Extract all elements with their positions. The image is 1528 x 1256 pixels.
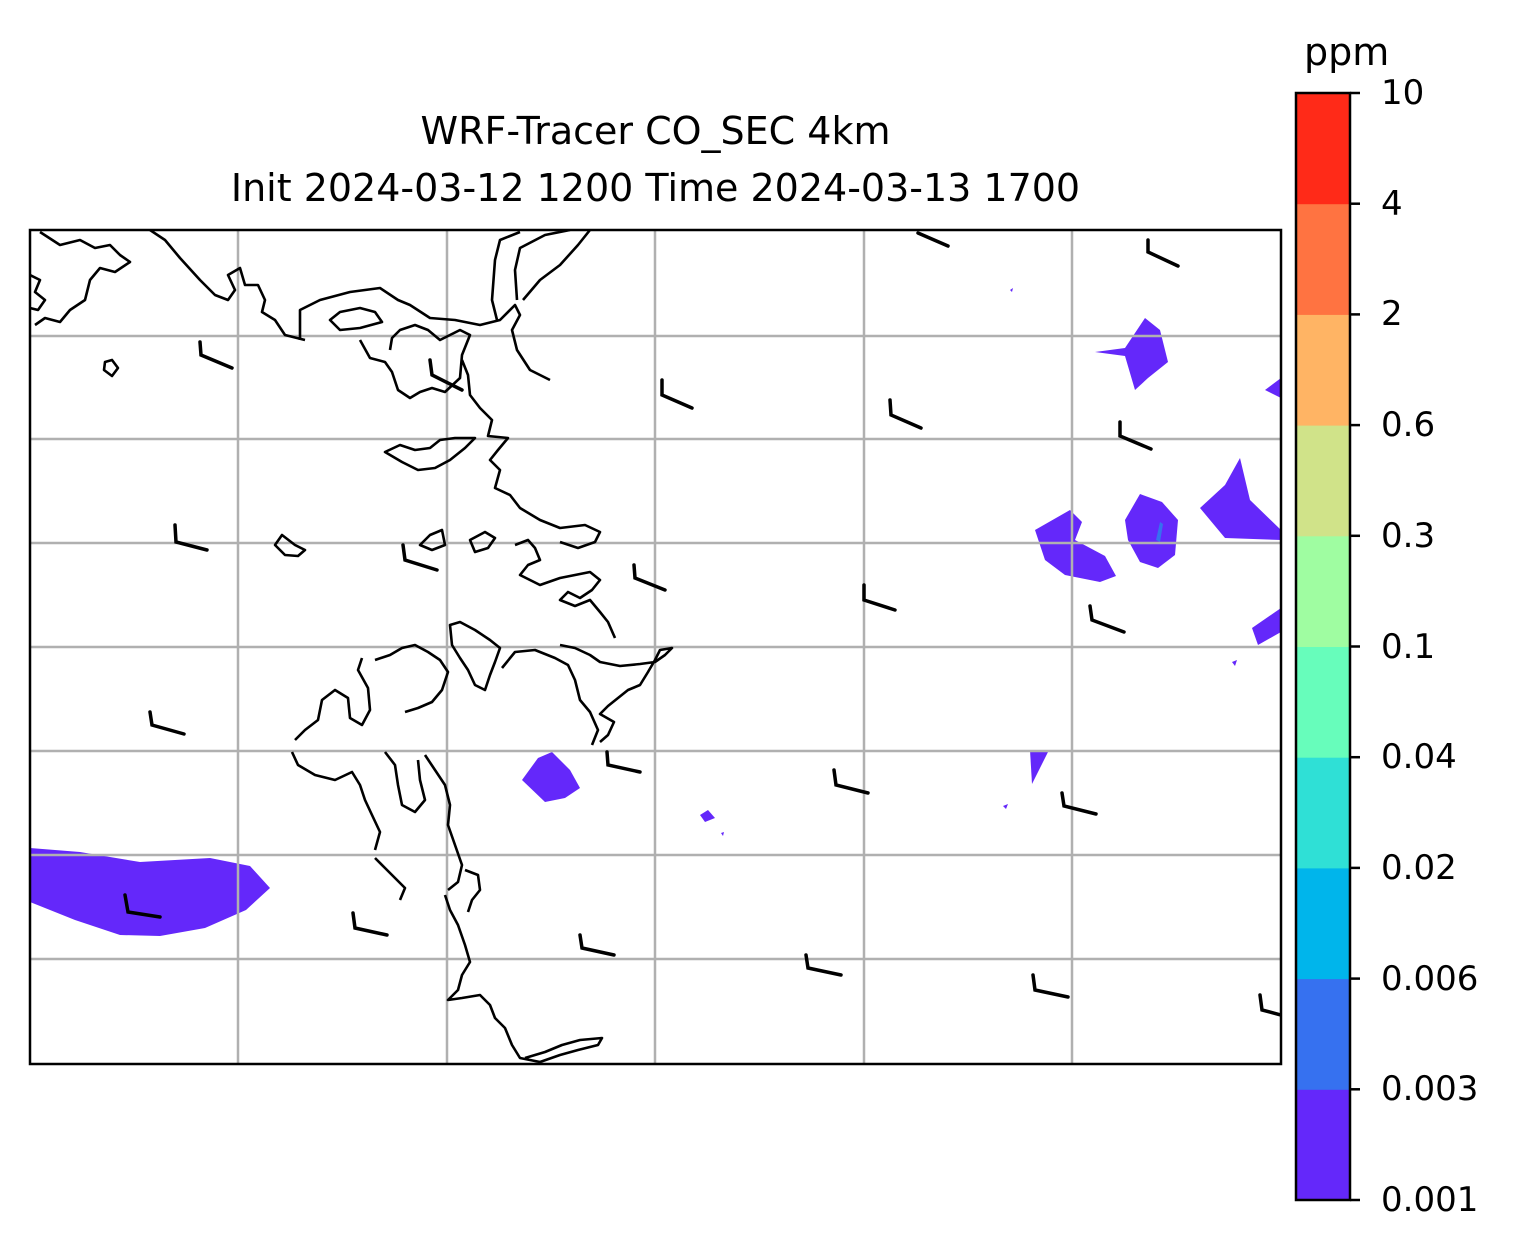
colorbar-bin — [1296, 203, 1350, 315]
colorbar — [1294, 91, 1360, 1202]
coastline-lower-east — [423, 754, 464, 892]
plume-east-2 — [1125, 494, 1178, 568]
plume-east-3 — [1200, 458, 1281, 540]
colorbar-tick-label: 2 — [1381, 294, 1403, 335]
wind-barb — [173, 523, 209, 552]
colorbar-tick-label: 0.3 — [1381, 515, 1436, 556]
wind-barbs — [123, 231, 1281, 1017]
coastline-north-shore — [358, 323, 472, 400]
coastline-lower-inner — [383, 751, 427, 814]
plume-east-4 — [1252, 608, 1281, 645]
colorbar-bin — [1296, 757, 1350, 869]
colorbar-bin — [1296, 978, 1350, 1090]
plume-east-edge — [1265, 378, 1281, 398]
wind-barb — [832, 768, 870, 795]
plume-speck-4 — [1010, 288, 1013, 292]
wind-barb — [916, 231, 950, 248]
coastline-channel-west — [490, 230, 521, 321]
wind-barb — [578, 933, 616, 957]
map-gridlines — [30, 230, 1281, 1064]
coastlines — [30, 230, 674, 1064]
coastline-lake — [102, 358, 120, 378]
plume-speck-2 — [1232, 660, 1237, 666]
colorbar-bin — [1296, 535, 1350, 647]
coastline-islet — [418, 528, 447, 552]
wind-barb — [804, 953, 843, 977]
coastline-east-shore — [559, 643, 674, 743]
coastline-inlet-west — [374, 643, 450, 714]
plume-east-5 — [1030, 750, 1048, 784]
wind-barb — [1258, 993, 1281, 1017]
colorbar-tick-label: 0.003 — [1381, 1069, 1479, 1110]
coastline-lower-west — [294, 657, 372, 741]
coastline-mid-bay — [468, 530, 497, 554]
colorbar-unit: ppm — [1304, 30, 1390, 74]
colorbar-bin — [1296, 93, 1350, 205]
plume-southwest — [30, 848, 270, 936]
plume-east-1 — [1035, 510, 1116, 582]
wind-barb — [198, 340, 234, 370]
wind-barb — [862, 583, 897, 612]
coastline-south-mid — [464, 868, 482, 913]
coastline-north — [149, 230, 306, 342]
coastline-northwest — [34, 230, 132, 327]
wind-barb — [1088, 604, 1126, 634]
plume-speck-3 — [1003, 804, 1008, 809]
wind-barb — [632, 563, 667, 592]
coastline-northwest-inlet — [30, 273, 47, 312]
plume-core — [1156, 522, 1163, 542]
wind-barb — [888, 398, 923, 430]
wind-barb — [351, 911, 389, 937]
colorbar-bin — [1296, 425, 1350, 537]
wind-barb — [428, 358, 464, 392]
colorbar-tick-label: 0.6 — [1381, 405, 1436, 446]
plume-speck-1 — [700, 810, 715, 822]
wind-barb — [660, 378, 694, 410]
wind-barb — [1060, 791, 1098, 816]
coastline-delta-east — [500, 648, 600, 746]
wind-barb — [148, 710, 186, 736]
coastline-south — [443, 894, 604, 1064]
wind-barb — [123, 893, 162, 919]
colorbar-tick-label: 0.1 — [1381, 626, 1436, 667]
wind-barb — [1118, 420, 1153, 451]
plume-central — [522, 752, 580, 802]
coastline-channel-arm — [522, 230, 592, 301]
colorbar-bin — [1296, 646, 1350, 758]
wind-barb — [605, 750, 642, 774]
wind-barb — [401, 543, 439, 572]
coastline-small-island — [273, 533, 307, 558]
coastline-bay — [328, 306, 384, 332]
colorbar-tick-label: 0.02 — [1381, 847, 1457, 888]
colorbar-bin — [1296, 314, 1350, 426]
map-title: WRF-Tracer CO_SEC 4km — [420, 109, 891, 153]
coastline-lower-mid — [290, 751, 382, 851]
colorbar-bin — [1296, 867, 1350, 980]
colorbar-bin — [1296, 1089, 1350, 1201]
colorbar-tick-label: 0.04 — [1381, 737, 1457, 778]
wind-barb — [1146, 238, 1180, 268]
colorbar-tick-label: 10 — [1381, 73, 1425, 113]
coastline-central-spine — [460, 359, 602, 550]
coastline-mid-shore — [514, 538, 617, 639]
plume-speck-5 — [721, 832, 724, 836]
wind-barb — [1031, 973, 1070, 999]
colorbar-tick-label: 4 — [1381, 183, 1403, 224]
colorbar-tick-label: 0.001 — [1381, 1180, 1479, 1220]
coastline-channel-east — [513, 230, 571, 301]
coastline-central-west — [383, 436, 477, 472]
coastline-north-island — [298, 286, 551, 382]
coastline-delta — [448, 620, 502, 692]
map-frame — [28, 228, 1283, 1066]
colorbar-tick-label: 0.006 — [1381, 958, 1479, 999]
coastline-south-inlet — [374, 857, 407, 901]
map-subtitle: Init 2024-03-12 1200 Time 2024-03-13 170… — [230, 166, 1081, 210]
